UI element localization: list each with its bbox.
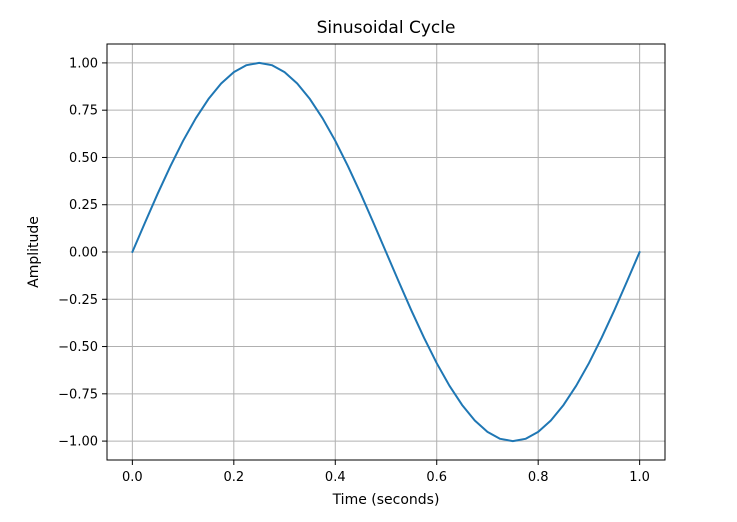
- x-tick-label: 0.8: [528, 470, 549, 485]
- ticks: 0.0 0.2 0.4 0.6 0.8 1.0 1.00 0.75 0.50 0.25 0.00 −0…: [58, 56, 650, 485]
- x-tick-label: 0.6: [426, 470, 447, 485]
- x-tick-label: 0.2: [223, 470, 244, 485]
- y-tick-label: −0.25: [58, 293, 98, 308]
- y-tick-label: 0.75: [69, 104, 98, 119]
- y-tick-label: 0.50: [69, 151, 98, 166]
- y-tick-label: −0.75: [58, 387, 98, 402]
- y-tick-label: −0.50: [58, 340, 98, 355]
- x-tick-label: 0.4: [325, 470, 346, 485]
- y-tick-label: −1.00: [58, 435, 98, 450]
- x-tick-label: 1.0: [629, 470, 650, 485]
- chart-title: Sinusoidal Cycle: [317, 18, 456, 38]
- series-layer: [131, 61, 641, 443]
- y-tick-label: 0.25: [69, 198, 98, 213]
- series-line-0: [131, 61, 641, 443]
- y-tick-label: 1.00: [69, 56, 98, 71]
- x-tick-label: 0.0: [122, 470, 143, 485]
- x-axis-label: Time (seconds): [332, 492, 440, 508]
- y-tick-label: 0.00: [69, 246, 98, 261]
- y-axis-label: Amplitude: [26, 216, 42, 288]
